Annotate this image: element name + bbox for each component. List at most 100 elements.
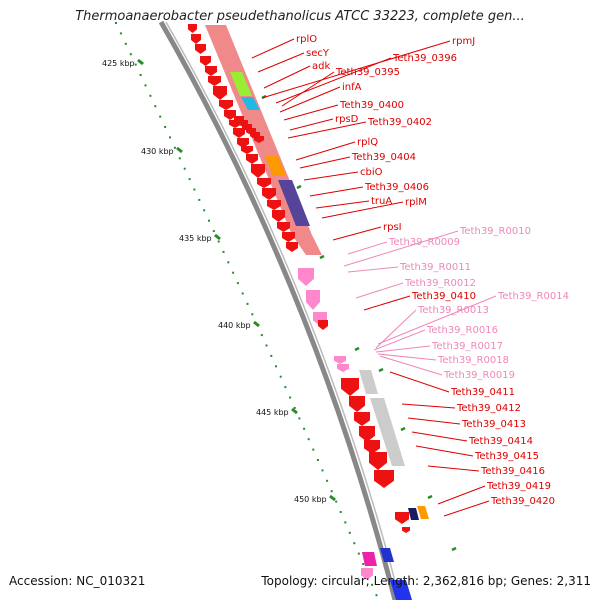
gene-label[interactable]: Teth39_0413 — [461, 419, 526, 430]
gene-label[interactable]: Teth39_0419 — [486, 481, 551, 492]
gene-label[interactable]: rpmJ — [452, 36, 475, 47]
cds-arrow[interactable] — [254, 136, 264, 143]
cds-arrow[interactable] — [282, 232, 295, 242]
cds-track[interactable] — [188, 24, 410, 580]
gene-label[interactable]: secY — [306, 48, 330, 59]
feature-block-navy-2[interactable] — [380, 548, 394, 562]
cds-arrow[interactable] — [349, 396, 365, 412]
cds-arrow[interactable] — [200, 56, 211, 66]
gene-label[interactable]: Teth39_0400 — [339, 100, 404, 111]
cds-arrow[interactable] — [208, 76, 221, 86]
tick-dot — [183, 167, 186, 170]
cds-arrow[interactable] — [369, 452, 387, 470]
gene-label[interactable]: Teth39_R0017 — [431, 341, 503, 352]
tick-track: 425 kbp 430 kbp 435 kbp 440 kbp 445 kbp 450 k… — [102, 22, 457, 597]
cds-arrow[interactable] — [195, 44, 206, 54]
tick-dot — [293, 406, 296, 409]
cds-arrow[interactable] — [361, 568, 373, 580]
gene-label[interactable]: Teth39_0395 — [335, 67, 400, 78]
cds-arrow[interactable] — [364, 440, 380, 454]
gene-label[interactable]: rpsD — [335, 114, 359, 125]
gene-label[interactable]: truA — [371, 196, 392, 207]
tick-dot — [362, 563, 365, 565]
gene-label[interactable]: Teth39_0402 — [367, 117, 432, 128]
feature-block-blue[interactable] — [241, 97, 260, 110]
cds-arrow[interactable] — [188, 24, 197, 33]
cds-arrow[interactable] — [318, 320, 328, 330]
tick-dot — [251, 313, 254, 316]
gene-label[interactable]: Teth39_0396 — [392, 53, 457, 64]
genome-backbone-edge — [165, 21, 401, 600]
gene-label[interactable]: rplQ — [357, 137, 378, 148]
gene-label[interactable]: Teth39_0415 — [474, 451, 539, 462]
feature-block-blue-2[interactable] — [390, 580, 412, 600]
gene-label[interactable]: rplM — [405, 197, 427, 208]
feature-block-orange-2[interactable] — [417, 506, 429, 519]
cds-arrow[interactable] — [219, 100, 233, 110]
label-connector — [343, 230, 459, 267]
cds-arrow[interactable] — [251, 164, 265, 178]
cds-arrow[interactable] — [277, 222, 290, 232]
gene-label[interactable]: Teth39_R0014 — [497, 291, 569, 302]
gene-label[interactable]: Teth39_R0011 — [399, 262, 471, 273]
cds-arrow[interactable] — [395, 512, 409, 524]
label-connector — [315, 200, 370, 209]
cds-arrow[interactable] — [233, 128, 245, 138]
gene-label[interactable]: Teth39_0410 — [411, 291, 476, 302]
cds-arrow[interactable] — [359, 426, 375, 442]
cds-arrow[interactable] — [334, 356, 346, 364]
gene-label[interactable]: Teth39_0404 — [351, 152, 416, 163]
gene-label[interactable]: Teth39_R0016 — [426, 325, 498, 336]
gene-label[interactable]: cbiO — [360, 167, 383, 178]
label-connector — [332, 226, 382, 241]
cds-arrow[interactable] — [237, 138, 249, 148]
cds-arrow[interactable] — [272, 210, 285, 222]
cds-arrow[interactable] — [354, 412, 370, 426]
feature-block-gray-long[interactable] — [370, 398, 405, 466]
gene-label[interactable]: Teth39_0412 — [456, 403, 521, 414]
gene-label[interactable]: Teth39_0414 — [468, 436, 533, 447]
feature-block-magenta[interactable] — [362, 552, 377, 566]
cds-arrow[interactable] — [306, 290, 320, 310]
cds-arrow[interactable] — [402, 527, 410, 533]
cds-arrow[interactable] — [286, 242, 298, 252]
cds-arrow[interactable] — [246, 154, 258, 164]
cds-arrow[interactable] — [205, 66, 217, 76]
feature-block-gray[interactable] — [359, 370, 378, 394]
gene-label[interactable]: infA — [342, 82, 362, 93]
label-connector — [303, 171, 359, 181]
gene-label[interactable]: Teth39_R0012 — [404, 278, 476, 289]
cds-arrow[interactable] — [337, 364, 349, 372]
cds-arrow[interactable] — [267, 200, 281, 210]
cds-arrow[interactable] — [262, 188, 276, 200]
cds-arrow[interactable] — [213, 86, 227, 100]
feature-block-orange[interactable] — [265, 156, 286, 176]
gene-label[interactable]: rplO — [296, 34, 317, 45]
gene-label[interactable]: Teth39_0411 — [450, 387, 515, 398]
gene-label[interactable]: Teth39_R0013 — [417, 305, 489, 316]
cds-arrow[interactable] — [241, 146, 253, 154]
gene-label[interactable]: Teth39_R0019 — [443, 370, 515, 381]
feature-tick — [296, 184, 302, 190]
feature-block-purple[interactable] — [278, 180, 310, 226]
cds-arrow[interactable] — [257, 178, 271, 188]
gene-label[interactable]: adk — [312, 61, 330, 72]
feature-block-navy[interactable] — [408, 508, 419, 520]
cds-arrow[interactable] — [374, 470, 394, 488]
gene-label[interactable]: Teth39_0420 — [490, 496, 555, 507]
cds-arrow[interactable] — [341, 378, 359, 396]
gene-label[interactable]: rpsI — [383, 222, 402, 233]
cds-arrow[interactable] — [298, 268, 314, 286]
gene-label[interactable]: Teth39_0416 — [480, 466, 545, 477]
gene-label[interactable]: Teth39_R0018 — [437, 355, 509, 366]
cds-arrow[interactable] — [224, 110, 236, 120]
tick-dot — [188, 178, 191, 181]
cds-arrow[interactable] — [191, 34, 201, 44]
label-connector — [401, 403, 456, 409]
feature-block-green[interactable] — [230, 72, 252, 96]
gene-label[interactable]: Teth39_R0010 — [459, 226, 531, 237]
tick-dot — [193, 188, 196, 191]
gene-label[interactable]: Teth39_R0009 — [388, 237, 460, 248]
gene-label[interactable]: Teth39_0406 — [364, 182, 429, 193]
